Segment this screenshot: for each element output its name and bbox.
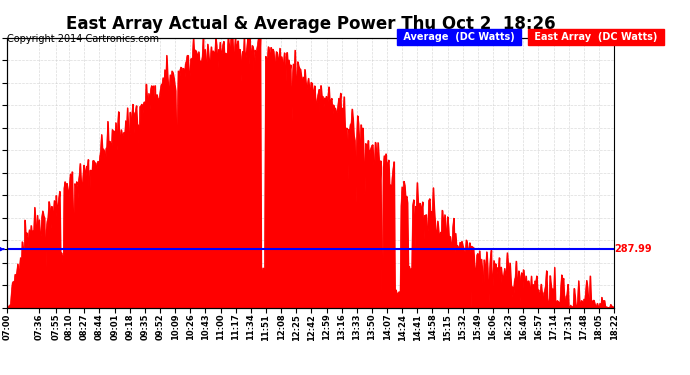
Text: Average  (DC Watts): Average (DC Watts): [400, 32, 518, 42]
Text: 287.99: 287.99: [614, 244, 652, 254]
Text: Copyright 2014 Cartronics.com: Copyright 2014 Cartronics.com: [7, 34, 159, 44]
Text: East Array  (DC Watts): East Array (DC Watts): [531, 32, 661, 42]
Text: East Array Actual & Average Power Thu Oct 2  18:26: East Array Actual & Average Power Thu Oc…: [66, 15, 555, 33]
